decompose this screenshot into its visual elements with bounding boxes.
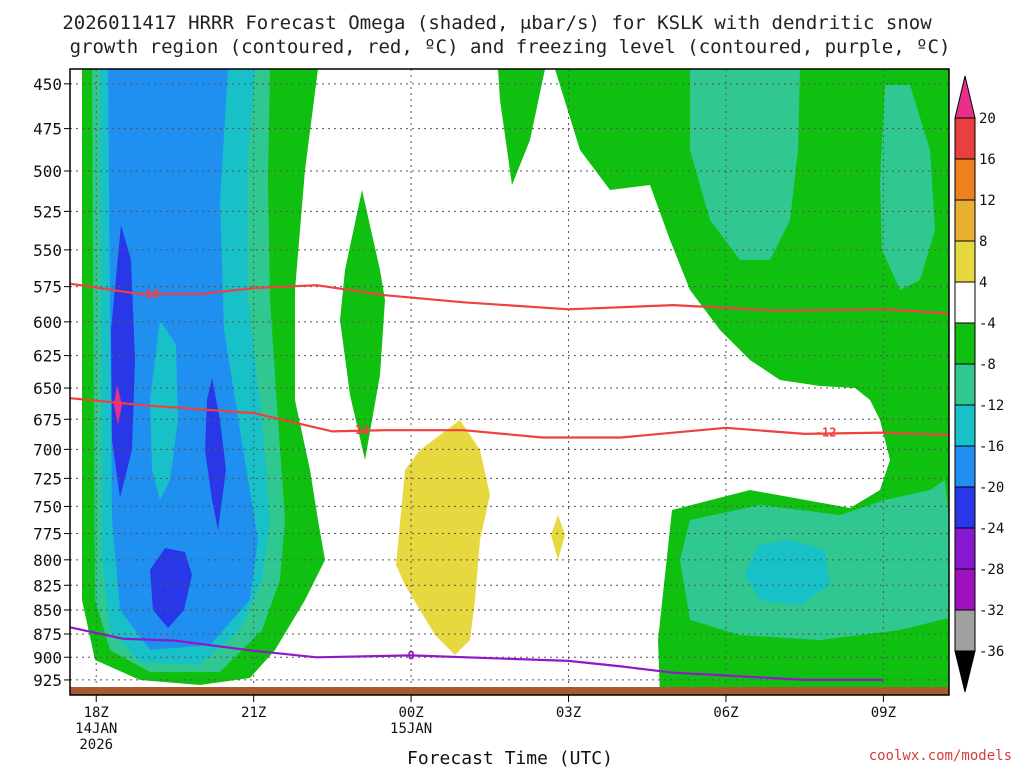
y-axis-pressure: 450 475 500 525 550 575 600 625 650 675 700 725 750 7…	[33, 75, 70, 690]
colorbar-bin-3	[954, 240, 976, 283]
x-tick-label-0-0: 18Z	[84, 705, 109, 721]
y-tick-label-750: 750	[33, 497, 62, 516]
y-tick-label-675: 675	[33, 410, 62, 429]
colorbar-bin-9	[954, 486, 976, 529]
x-tick-label-0-2: 2026	[79, 737, 113, 753]
credit-text: coolwx.com/models	[869, 748, 1012, 764]
contour-lines	[69, 282, 950, 681]
y-tick-label-700: 700	[33, 440, 62, 459]
terrain-strip	[70, 687, 949, 695]
colorbar-label-10: -24	[979, 521, 1004, 537]
contour-labels: -18 -12 -12 0	[138, 287, 837, 663]
grid-lines	[70, 69, 949, 695]
y-tick-label-725: 725	[33, 469, 62, 488]
y-tick-label-450: 450	[33, 75, 62, 94]
colorbar-bin-7	[954, 404, 976, 447]
colorbar-label-5: -4	[979, 316, 996, 332]
colorbar-bin-10	[954, 527, 976, 570]
y-tick-label-550: 550	[33, 241, 62, 260]
x-tick-label-0-1: 14JAN	[75, 721, 117, 737]
colorbar-label-9: -20	[979, 480, 1004, 496]
x-tick-label-15-0: 09Z	[871, 705, 896, 721]
y-tick-label-600: 600	[33, 313, 62, 332]
y-tick-label-650: 650	[33, 379, 62, 398]
plot-frame	[69, 68, 950, 696]
colorbar: 20 16 12 8 4 -4 -8 -12 -16 -20 -24 -28 -32 -36	[954, 75, 1004, 693]
colorbar-bottom-arrow	[954, 650, 976, 693]
y-tick-label-875: 875	[33, 625, 62, 644]
colorbar-label-3: 8	[979, 234, 987, 250]
contour-freezing_0	[69, 626, 884, 681]
colorbar-bin-0	[954, 117, 976, 160]
colorbar-bin-1	[954, 158, 976, 201]
chart-title-line-1: 2026011417 HRRR Forecast Omega (shaded, …	[62, 12, 932, 34]
colorbar-label-11: -28	[979, 562, 1004, 578]
contour-label-2: -12	[815, 426, 837, 440]
y-tick-label-850: 850	[33, 601, 62, 620]
colorbar-label-8: -16	[979, 439, 1004, 455]
colorbar-bin-4	[954, 281, 976, 324]
y-tick-label-475: 475	[33, 120, 62, 139]
colorbar-bin-12	[954, 609, 976, 652]
contour-dgz_-18	[69, 282, 950, 315]
x-tick-label-3-0: 21Z	[241, 705, 266, 721]
x-tick-label-6-1: 15JAN	[390, 721, 432, 737]
colorbar-label-7: -12	[979, 398, 1004, 414]
colorbar-bin-5	[954, 322, 976, 365]
contour-label-1: -12	[348, 423, 370, 437]
colorbar-bin-11	[954, 568, 976, 611]
contour-dgz_-12	[69, 397, 950, 439]
colorbar-top-arrow	[954, 75, 976, 119]
x-tick-label-9-0: 03Z	[556, 705, 581, 721]
colorbar-label-6: -8	[979, 357, 996, 373]
colorbar-label-4: 4	[979, 275, 987, 291]
colorbar-bin-2	[954, 199, 976, 242]
contour-label-3: 0	[407, 648, 414, 662]
colorbar-label-2: 12	[979, 193, 996, 209]
colorbar-label-13: -36	[979, 644, 1004, 660]
y-tick-label-500: 500	[33, 162, 62, 181]
y-tick-label-525: 525	[33, 202, 62, 221]
contour-label-0: -18	[138, 287, 160, 301]
chart-title-line-2: growth region (contoured, red, ºC) and f…	[70, 36, 951, 58]
x-tick-label-6-0: 00Z	[398, 705, 423, 721]
x-axis-label: Forecast Time (UTC)	[407, 748, 613, 768]
colorbar-label-0: 20	[979, 111, 996, 127]
y-tick-label-625: 625	[33, 347, 62, 366]
y-tick-label-800: 800	[33, 551, 62, 570]
y-tick-label-900: 900	[33, 648, 62, 667]
y-tick-label-575: 575	[33, 278, 62, 297]
y-tick-label-825: 825	[33, 576, 62, 595]
y-tick-label-925: 925	[33, 671, 62, 690]
colorbar-bin-6	[954, 363, 976, 406]
omega-shading	[70, 69, 949, 695]
colorbar-label-12: -32	[979, 603, 1004, 619]
x-tick-label-12-0: 06Z	[713, 705, 738, 721]
y-tick-label-775: 775	[33, 525, 62, 544]
colorbar-bin-8	[954, 445, 976, 488]
colorbar-label-1: 16	[979, 152, 996, 168]
